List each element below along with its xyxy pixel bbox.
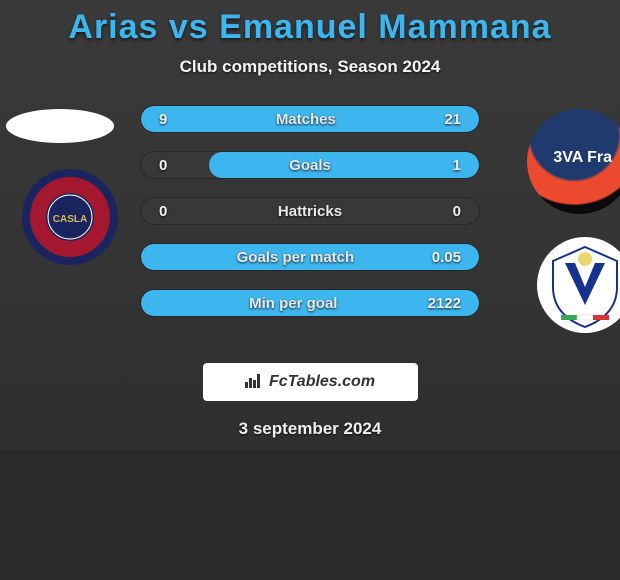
date-text: 3 september 2024 [0, 419, 620, 439]
stat-right-value: 0 [453, 203, 461, 220]
stat-left-value: 0 [159, 203, 167, 220]
stat-label: Hattricks [167, 203, 452, 220]
stat-left-value: 9 [159, 111, 167, 128]
page-title: Arias vs Emanuel Mammana [0, 0, 620, 47]
stat-left-value: 0 [159, 157, 167, 174]
player-avatar-left [6, 109, 114, 143]
club-badge-right [535, 235, 620, 335]
stat-row-goals: 0 Goals 1 [140, 151, 480, 179]
stat-right-value: 0.05 [432, 249, 461, 266]
stat-label: Goals [167, 157, 452, 174]
stats-list: 9 Matches 21 0 Goals 1 0 Hattricks 0 Goa… [140, 105, 480, 335]
brand-badge[interactable]: FcTables.com [203, 363, 418, 401]
comparison-card: Arias vs Emanuel Mammana Club competitio… [0, 0, 620, 450]
stat-right-value: 1 [453, 157, 461, 174]
club-badge-left: CASLA [20, 167, 120, 267]
stat-label: Matches [167, 111, 444, 128]
content-area: CASLA 3VA Fra 9 Matches 21 [0, 105, 620, 355]
page-subtitle: Club competitions, Season 2024 [0, 57, 620, 77]
stat-row-hattricks: 0 Hattricks 0 [140, 197, 480, 225]
stat-row-min-per-goal: Min per goal 2122 [140, 289, 480, 317]
stat-right-value: 2122 [428, 295, 461, 312]
stat-label: Min per goal [159, 295, 428, 312]
brand-text: FcTables.com [269, 373, 375, 391]
avatar-right-sponsor-text: 3VA Fra [553, 149, 612, 167]
stat-row-matches: 9 Matches 21 [140, 105, 480, 133]
svg-text:CASLA: CASLA [53, 214, 87, 225]
stat-row-goals-per-match: Goals per match 0.05 [140, 243, 480, 271]
bar-chart-icon [245, 372, 265, 393]
stat-label: Goals per match [159, 249, 432, 266]
stat-right-value: 21 [444, 111, 461, 128]
